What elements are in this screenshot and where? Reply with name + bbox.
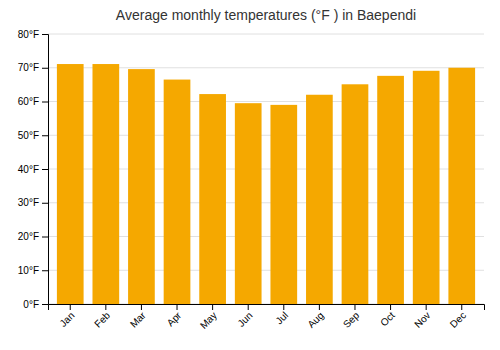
x-tick-mark bbox=[212, 304, 213, 310]
bar bbox=[164, 80, 191, 304]
bar bbox=[92, 64, 119, 304]
x-axis-line bbox=[49, 305, 485, 311]
grid-line bbox=[48, 34, 484, 35]
bar bbox=[306, 95, 333, 304]
bar bbox=[448, 68, 475, 304]
bar bbox=[128, 69, 155, 304]
x-tick-mark bbox=[426, 304, 427, 310]
x-tick: May bbox=[198, 304, 219, 331]
y-tick-mark bbox=[42, 203, 48, 204]
y-tick-mark bbox=[42, 304, 48, 305]
x-tick: Oct bbox=[378, 304, 397, 328]
bar bbox=[342, 84, 369, 304]
x-tick-label: May bbox=[198, 310, 219, 331]
x-tick: Aug bbox=[305, 304, 325, 330]
x-axis: Jan Feb Mar Apr May Jun Jul Aug Sep Oct Nov Dec bbox=[49, 304, 485, 331]
x-tick-label: Jul bbox=[273, 310, 290, 327]
y-tick: 80°F bbox=[18, 29, 48, 40]
y-tick-label: 30°F bbox=[18, 197, 39, 208]
y-tick: 0°F bbox=[23, 299, 48, 310]
y-tick-mark bbox=[42, 169, 48, 170]
y-tick-label: 20°F bbox=[18, 231, 39, 242]
x-tick: Jun bbox=[235, 304, 254, 329]
y-axis-line bbox=[42, 35, 49, 305]
plot: 0°F 10°F 20°F 30°F 40°F 50°F 60°F 70°F 80°F Jan Fe… bbox=[18, 29, 485, 331]
x-tick-label: Nov bbox=[412, 310, 432, 330]
y-tick: 20°F bbox=[18, 231, 48, 242]
x-tick: Apr bbox=[165, 304, 184, 328]
x-tick-mark bbox=[177, 304, 178, 310]
x-tick-label: Oct bbox=[378, 310, 397, 329]
y-tick: 70°F bbox=[18, 62, 48, 73]
bar bbox=[377, 76, 404, 304]
x-tick: Feb bbox=[92, 304, 112, 330]
x-tick: Mar bbox=[128, 304, 148, 330]
x-tick-mark bbox=[248, 304, 249, 310]
y-tick: 60°F bbox=[18, 96, 48, 107]
grid bbox=[48, 34, 484, 304]
bar bbox=[199, 94, 226, 304]
y-tick: 10°F bbox=[18, 265, 48, 276]
y-axis: 0°F 10°F 20°F 30°F 40°F 50°F 60°F 70°F 80°F bbox=[18, 29, 49, 310]
bar bbox=[235, 103, 262, 304]
y-tick: 40°F bbox=[18, 164, 48, 175]
y-tick-mark bbox=[42, 135, 48, 136]
x-tick: Dec bbox=[448, 304, 468, 330]
x-tick-mark bbox=[354, 304, 355, 310]
x-tick-mark bbox=[390, 304, 391, 310]
title: Average monthly temperatures (°F ) in Ba… bbox=[116, 7, 416, 23]
x-tick: Jan bbox=[57, 304, 76, 329]
y-tick-label: 10°F bbox=[18, 265, 39, 276]
chart: Average monthly temperatures (°F ) in Ba… bbox=[0, 0, 500, 350]
bar bbox=[57, 64, 84, 304]
x-tick-mark bbox=[105, 304, 106, 310]
y-tick: 30°F bbox=[18, 197, 48, 208]
x-tick-label: Dec bbox=[448, 310, 468, 330]
x-tick-mark bbox=[461, 304, 462, 310]
y-tick-label: 70°F bbox=[18, 62, 39, 73]
y-tick-mark bbox=[42, 34, 48, 35]
x-tick-label: Aug bbox=[305, 310, 325, 330]
y-tick-mark bbox=[42, 68, 48, 69]
x-tick-label: Jan bbox=[57, 310, 76, 329]
y-tick-label: 50°F bbox=[18, 130, 39, 141]
bar bbox=[413, 71, 440, 304]
y-tick-label: 80°F bbox=[18, 29, 39, 40]
y-tick-mark bbox=[42, 102, 48, 103]
x-tick-label: Mar bbox=[128, 309, 148, 329]
x-tick: Jul bbox=[273, 304, 290, 326]
bars bbox=[57, 64, 475, 304]
y-tick-mark bbox=[42, 270, 48, 271]
x-tick-label: Sep bbox=[341, 309, 362, 330]
y-tick: 50°F bbox=[18, 130, 48, 141]
x-tick-label: Apr bbox=[165, 309, 184, 328]
x-tick-label: Feb bbox=[92, 309, 112, 329]
x-tick-mark bbox=[70, 304, 71, 310]
x-tick-mark bbox=[319, 304, 320, 310]
y-tick-label: 40°F bbox=[18, 164, 39, 175]
x-tick-mark bbox=[283, 304, 284, 310]
x-tick-label: Jun bbox=[235, 310, 254, 329]
x-tick-mark bbox=[141, 304, 142, 310]
y-tick-label: 60°F bbox=[18, 96, 39, 107]
bar bbox=[270, 105, 297, 304]
y-tick-mark bbox=[42, 237, 48, 238]
x-tick: Nov bbox=[412, 304, 432, 330]
x-tick: Sep bbox=[341, 304, 362, 330]
y-tick-label: 0°F bbox=[23, 299, 39, 310]
